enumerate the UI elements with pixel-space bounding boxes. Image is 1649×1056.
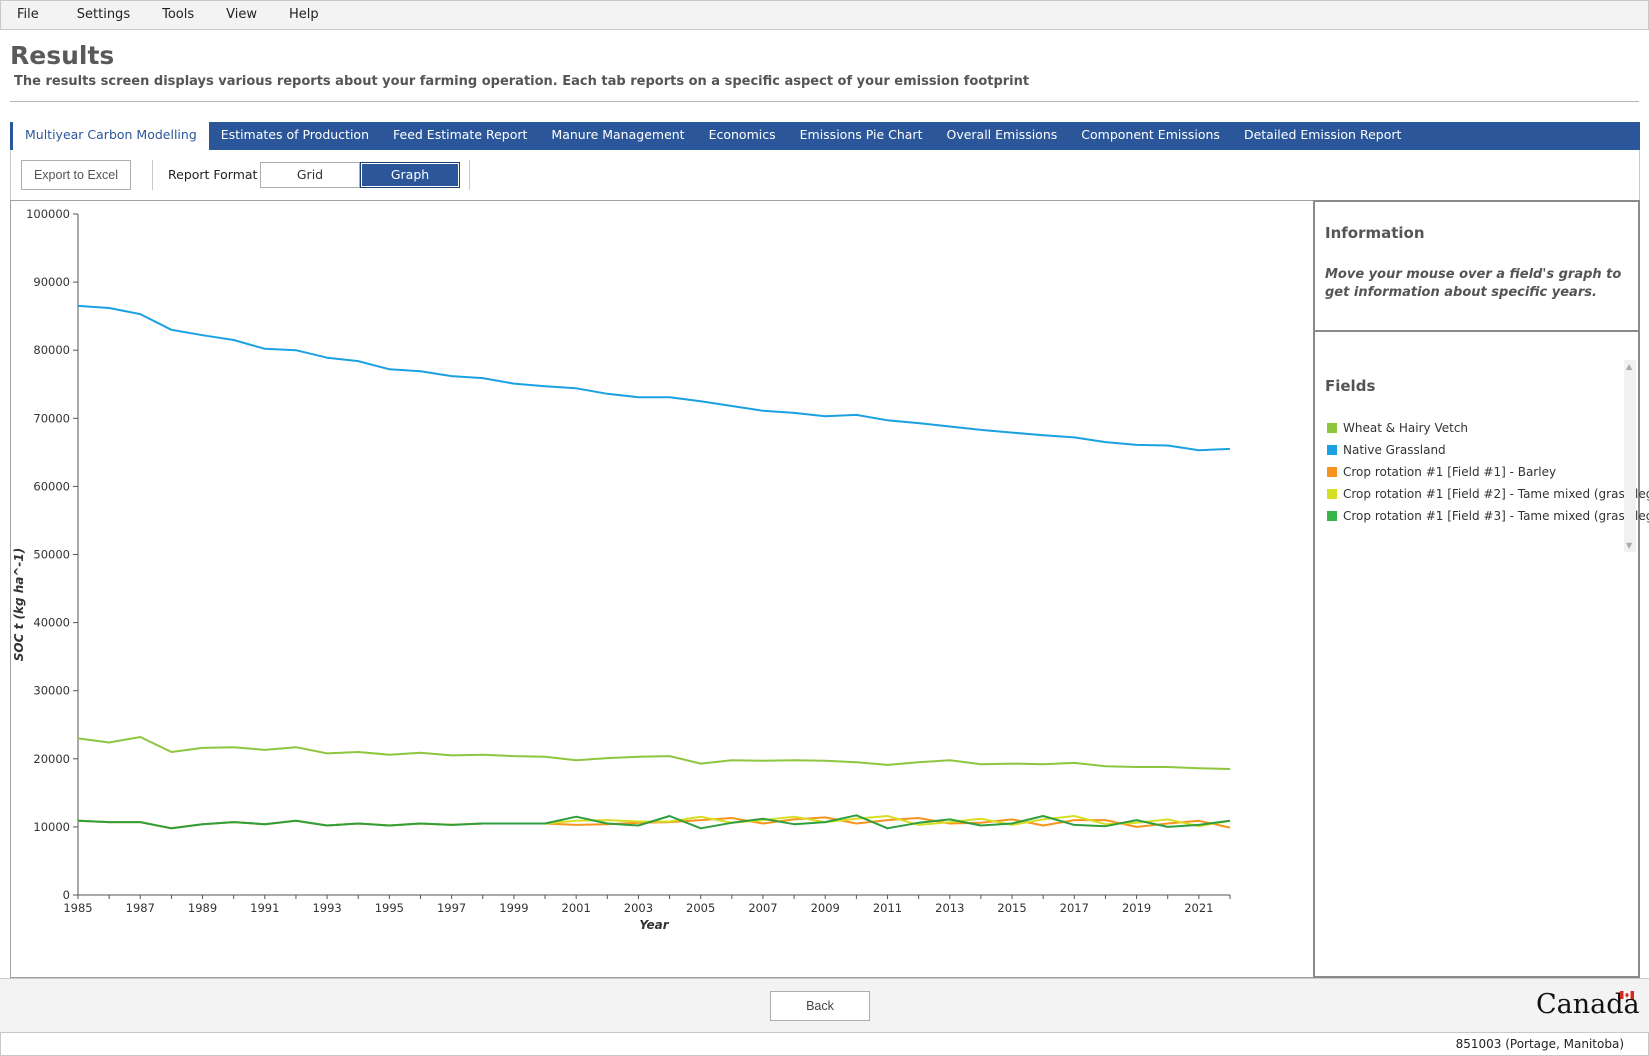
menu-settings[interactable]: Settings [76, 7, 131, 22]
menu-bar: File Settings Tools View Help [0, 0, 1649, 30]
x-tick-label: 2017 [1060, 901, 1089, 915]
y-tick-label: 90000 [33, 275, 70, 289]
y-tick-label: 30000 [33, 684, 70, 698]
tab-detailed-emission-report[interactable]: Detailed Emission Report [1243, 127, 1402, 142]
chevron-up-icon[interactable]: ▲ [1626, 362, 1633, 371]
legend-item[interactable]: Native Grassland [1327, 439, 1649, 461]
x-tick-label: 2007 [748, 901, 777, 915]
toolbar-separator [152, 160, 153, 190]
y-tick-label: 50000 [33, 548, 70, 562]
y-tick-label: 10000 [33, 820, 70, 834]
page-title: Results [10, 41, 115, 70]
legend-item[interactable]: Crop rotation #1 [Field #1] - Barley [1327, 461, 1649, 483]
x-tick-label: 1993 [312, 901, 341, 915]
series-line-1[interactable] [77, 736, 1231, 770]
page-subtitle: The results screen displays various repo… [14, 74, 1030, 89]
report-format-label: Report Format : [168, 167, 266, 182]
tab-estimates-of-production[interactable]: Estimates of Production [220, 127, 369, 142]
x-tick-label: 2009 [811, 901, 840, 915]
legend-label: Crop rotation #1 [Field #2] - Tame mixed… [1343, 487, 1649, 501]
y-tick-label: 20000 [33, 752, 70, 766]
x-tick-label: 1987 [126, 901, 155, 915]
x-tick-label: 2013 [935, 901, 964, 915]
menu-file[interactable]: File [17, 7, 39, 22]
x-tick-label: 2001 [562, 901, 591, 915]
y-axis-title: SOC t (kg ha^-1) [12, 548, 26, 661]
menu-tools[interactable]: Tools [162, 7, 195, 22]
x-tick-label: 1989 [188, 901, 217, 915]
x-tick-label: 2003 [624, 901, 653, 915]
x-tick-label: 1997 [437, 901, 466, 915]
information-panel: Information Move your mouse over a field… [1315, 202, 1638, 332]
x-tick-label: 1991 [250, 901, 279, 915]
report-tabs: Multiyear Carbon Modelling Estimates of … [10, 121, 1640, 150]
fields-scrollbar[interactable]: ▲ ▼ [1624, 360, 1636, 552]
chevron-down-icon[interactable]: ▼ [1626, 541, 1633, 550]
divider [10, 101, 1639, 102]
y-tick-label: 70000 [33, 411, 70, 425]
x-tick-label: 1999 [499, 901, 528, 915]
series-line-0[interactable] [77, 304, 1231, 452]
legend-item[interactable]: Crop rotation #1 [Field #3] - Tame mixed… [1327, 505, 1649, 527]
legend-swatch [1327, 511, 1337, 521]
information-title: Information [1325, 224, 1425, 242]
legend-swatch [1327, 489, 1337, 499]
export-to-excel-button[interactable]: Export to Excel [21, 160, 131, 190]
toolbar-separator [469, 160, 470, 190]
grid-format-button[interactable]: Grid [260, 162, 360, 188]
side-panel: Information Move your mouse over a field… [1313, 200, 1649, 978]
legend-item[interactable]: Wheat & Hairy Vetch [1327, 417, 1649, 439]
menu-view[interactable]: View [226, 7, 257, 22]
x-tick-label: 2005 [686, 901, 715, 915]
legend-label: Crop rotation #1 [Field #3] - Tame mixed… [1343, 509, 1649, 523]
status-bar: 851003 (Portage, Manitoba) [0, 1032, 1649, 1056]
legend-item[interactable]: Crop rotation #1 [Field #2] - Tame mixed… [1327, 483, 1649, 505]
legend-swatch [1327, 445, 1337, 455]
x-tick-label: 1985 [63, 901, 92, 915]
y-tick-label: 100000 [26, 207, 70, 221]
tab-feed-estimate-report[interactable]: Feed Estimate Report [393, 127, 528, 142]
x-tick-label: 2011 [873, 901, 902, 915]
legend-label: Native Grassland [1343, 443, 1446, 457]
fields-legend: Wheat & Hairy Vetch Native Grassland Cro… [1327, 417, 1649, 527]
menu-help[interactable]: Help [288, 7, 319, 22]
canada-flag-icon [1620, 991, 1634, 999]
legend-label: Crop rotation #1 [Field #1] - Barley [1343, 465, 1557, 479]
footer-bar: Back Canada [0, 978, 1649, 1032]
tab-manure-management[interactable]: Manure Management [551, 127, 685, 142]
tab-component-emissions[interactable]: Component Emissions [1081, 127, 1220, 142]
y-tick-label: 0 [63, 888, 70, 902]
y-tick-label: 80000 [33, 343, 70, 357]
fields-title: Fields [1325, 377, 1376, 395]
tab-economics[interactable]: Economics [708, 127, 776, 142]
legend-label: Wheat & Hairy Vetch [1343, 421, 1469, 435]
soc-line-chart[interactable]: 0 10000 20000 30000 40000 50000 60000 70000 8000… [11, 201, 1311, 977]
series-line-4[interactable] [77, 814, 1231, 830]
x-tick-label: 2019 [1122, 901, 1151, 915]
tab-multiyear-carbon-modelling[interactable]: Multiyear Carbon Modelling [13, 121, 209, 150]
information-text: Move your mouse over a field's graph to … [1325, 267, 1622, 300]
report-toolbar: Export to Excel Report Format : Grid Gra… [10, 150, 1640, 200]
legend-swatch [1327, 467, 1337, 477]
location-status: 851003 (Portage, Manitoba) [1455, 1037, 1624, 1051]
tab-overall-emissions[interactable]: Overall Emissions [946, 127, 1058, 142]
x-axis-title: Year [639, 918, 669, 932]
back-button[interactable]: Back [770, 991, 870, 1021]
legend-swatch [1327, 423, 1337, 433]
y-tick-label: 40000 [33, 616, 70, 630]
y-tick-label: 60000 [33, 479, 70, 493]
soc-chart-panel: 0 10000 20000 30000 40000 50000 60000 70000 8000… [10, 200, 1314, 978]
graph-format-button[interactable]: Graph [360, 162, 460, 188]
tab-emissions-pie-chart[interactable]: Emissions Pie Chart [799, 127, 923, 142]
x-tick-label: 1995 [375, 901, 404, 915]
x-tick-label: 2015 [997, 901, 1026, 915]
x-tick-label: 2021 [1184, 901, 1213, 915]
